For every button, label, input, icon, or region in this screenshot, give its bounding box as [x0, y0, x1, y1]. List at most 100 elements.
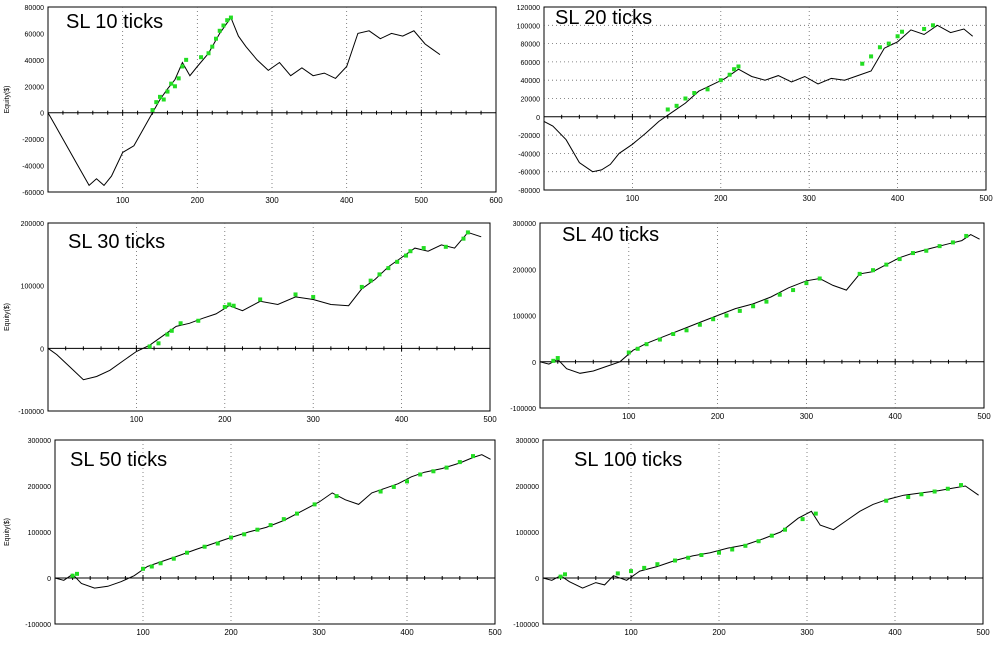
equity-high-marker	[231, 303, 236, 308]
y-tick-label: -80000	[518, 188, 540, 195]
y-tick-label: 0	[40, 346, 44, 353]
equity-high-marker	[444, 465, 449, 470]
x-tick-label: 200	[711, 412, 725, 421]
equity-high-marker	[227, 302, 232, 307]
equity-high-marker	[217, 28, 222, 33]
equity-high-marker	[242, 532, 247, 537]
equity-high-marker	[756, 539, 761, 544]
y-tick-label: 200000	[28, 484, 51, 491]
equity-high-marker	[228, 15, 233, 20]
plot-frame	[542, 439, 984, 625]
y-tick-label: 0	[532, 360, 536, 367]
equity-high-marker	[558, 574, 563, 579]
x-tick-label: 300	[800, 628, 814, 637]
equity-high-marker	[877, 45, 882, 50]
equity-high-marker	[551, 358, 556, 363]
x-tick-label: 100	[116, 196, 130, 205]
x-tick-label: 200	[712, 628, 726, 637]
equity-high-marker	[184, 57, 189, 62]
equity-high-marker	[626, 350, 631, 355]
x-tick-label: 500	[979, 194, 993, 203]
y-tick-label: -20000	[518, 133, 540, 140]
y-tick-label: 0	[47, 576, 51, 583]
equity-high-marker	[431, 469, 436, 474]
y-tick-label: 40000	[521, 78, 541, 85]
equity-high-marker	[922, 26, 927, 31]
equity-high-marker	[172, 84, 177, 89]
x-tick-label: 300	[312, 628, 326, 637]
y-tick-label: -100000	[510, 406, 536, 413]
equity-high-marker	[737, 308, 742, 313]
x-tick-label: 400	[395, 415, 409, 424]
equity-high-marker	[141, 566, 145, 571]
y-tick-label: 20000	[25, 84, 45, 91]
equity-high-marker	[764, 299, 769, 304]
panel-sl-50: 100 200 300 400 500 300000 200000 100000 0 -10000…	[4, 438, 502, 637]
y-tick-label: 0	[40, 111, 44, 118]
equity-high-marker	[176, 76, 181, 81]
equity-high-marker	[405, 479, 409, 484]
equity-high-marker	[683, 96, 688, 101]
equity-high-marker	[945, 486, 950, 491]
equity-high-marker	[293, 292, 298, 297]
equity-high-marker	[457, 460, 462, 465]
y-tick-label: -60000	[22, 190, 44, 197]
equity-line	[543, 24, 974, 173]
equity-high-marker	[684, 328, 689, 333]
equity-high-marker	[368, 278, 373, 283]
equity-line	[47, 231, 482, 381]
equity-high-marker	[906, 495, 911, 500]
x-tick-label: 200	[218, 415, 232, 424]
equity-high-marker	[196, 318, 201, 323]
plot-frame	[539, 222, 985, 409]
equity-high-marker	[665, 107, 670, 112]
equity-high-marker	[555, 356, 560, 361]
equity-high-marker	[255, 527, 260, 532]
equity-high-marker	[705, 87, 710, 92]
equity-high-marker	[783, 527, 787, 532]
equity-high-marker	[214, 36, 218, 41]
y-tick-label: -60000	[518, 170, 540, 177]
equity-high-marker	[657, 337, 662, 342]
equity-high-marker	[312, 502, 317, 507]
equity-high-marker	[937, 244, 942, 249]
equity-high-marker	[178, 321, 183, 326]
y-tick-label: 200000	[21, 221, 44, 228]
equity-high-marker	[311, 294, 316, 299]
equity-high-marker	[210, 44, 215, 49]
x-tick-label: 400	[340, 196, 354, 205]
y-tick-label: 100000	[513, 314, 536, 321]
x-tick-label: 100	[130, 415, 144, 424]
equity-high-marker	[202, 544, 207, 549]
equity-high-marker	[804, 281, 809, 286]
equity-high-marker	[391, 484, 396, 489]
equity-high-marker	[185, 550, 189, 555]
equity-high-marker	[718, 78, 723, 83]
equity-high-marker	[644, 342, 649, 347]
equity-high-marker	[199, 55, 204, 60]
y-tick-label: 300000	[516, 438, 539, 445]
equity-high-marker	[258, 297, 263, 302]
panel-sl-20: 100 200 300 400 500 120000 100000 80000 60000 400…	[517, 5, 994, 203]
equity-high-marker	[692, 91, 697, 96]
y-tick-label: 300000	[513, 221, 536, 228]
equity-high-marker	[158, 94, 162, 99]
equity-high-marker	[732, 67, 737, 72]
equity-high-marker	[206, 51, 211, 56]
equity-high-marker	[150, 108, 155, 113]
equity-high-marker	[169, 328, 174, 333]
equity-high-marker	[950, 240, 955, 245]
equity-high-marker	[471, 454, 475, 459]
x-tick-label: 500	[483, 415, 497, 424]
x-tick-label: 300	[800, 412, 814, 421]
y-tick-label: 100000	[28, 530, 51, 537]
equity-high-marker	[281, 517, 286, 522]
y-tick-label: 20000	[521, 97, 541, 104]
equity-high-marker	[777, 292, 782, 297]
y-tick-label: 100000	[517, 23, 540, 30]
y-tick-label: 80000	[521, 42, 541, 49]
equity-high-marker	[791, 288, 796, 293]
equity-high-marker	[857, 271, 862, 276]
y-tick-label: 60000	[25, 31, 45, 38]
x-tick-label: 500	[415, 196, 429, 205]
